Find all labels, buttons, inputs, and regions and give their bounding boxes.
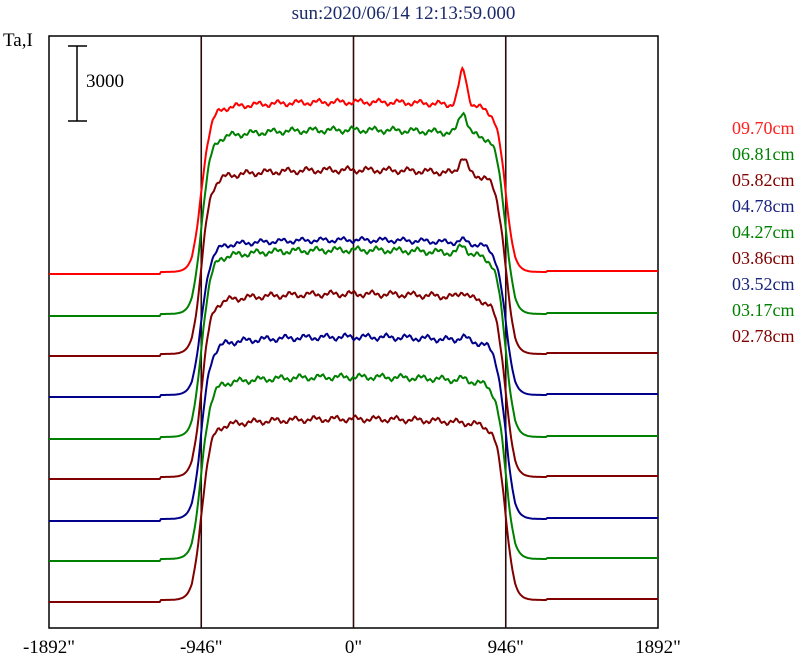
scale-bar <box>68 45 87 122</box>
legend-item: 09.70cm <box>732 118 795 138</box>
series-line-09.70cm <box>49 65 658 275</box>
legend-item: 03.52cm <box>732 274 795 294</box>
series-line-03.52cm <box>49 332 658 522</box>
legend-item: 05.82cm <box>732 170 795 190</box>
series-line-02.78cm <box>49 414 658 603</box>
x-tick-label: 0" <box>344 637 363 658</box>
x-tick-label: 1892" <box>635 637 681 658</box>
legend-item: 04.27cm <box>732 222 795 242</box>
series-line-04.78cm <box>49 235 658 398</box>
series-line-05.82cm <box>49 158 658 357</box>
series-line-04.27cm <box>49 243 658 440</box>
legend-item: 03.17cm <box>732 300 795 320</box>
chart-title: sun:2020/06/14 12:13:59.000 <box>291 3 516 24</box>
legend-item: 06.81cm <box>732 144 795 164</box>
vertical-reference-lines <box>200 36 507 628</box>
scale-bar-label: 3000 <box>86 71 124 92</box>
y-axis-label: Ta,I <box>3 30 33 51</box>
x-tick-label: -946" <box>179 637 223 658</box>
series-line-06.81cm <box>49 111 658 317</box>
legend-item: 04.78cm <box>732 196 795 216</box>
legend-item: 03.86cm <box>732 248 795 268</box>
x-tick-label: -1892" <box>22 637 76 658</box>
series-line-03.17cm <box>49 372 658 562</box>
x-tick-label: 946" <box>487 637 524 658</box>
series-line-03.86cm <box>49 289 658 480</box>
series-group <box>49 65 658 603</box>
legend-item: 02.78cm <box>732 326 795 346</box>
